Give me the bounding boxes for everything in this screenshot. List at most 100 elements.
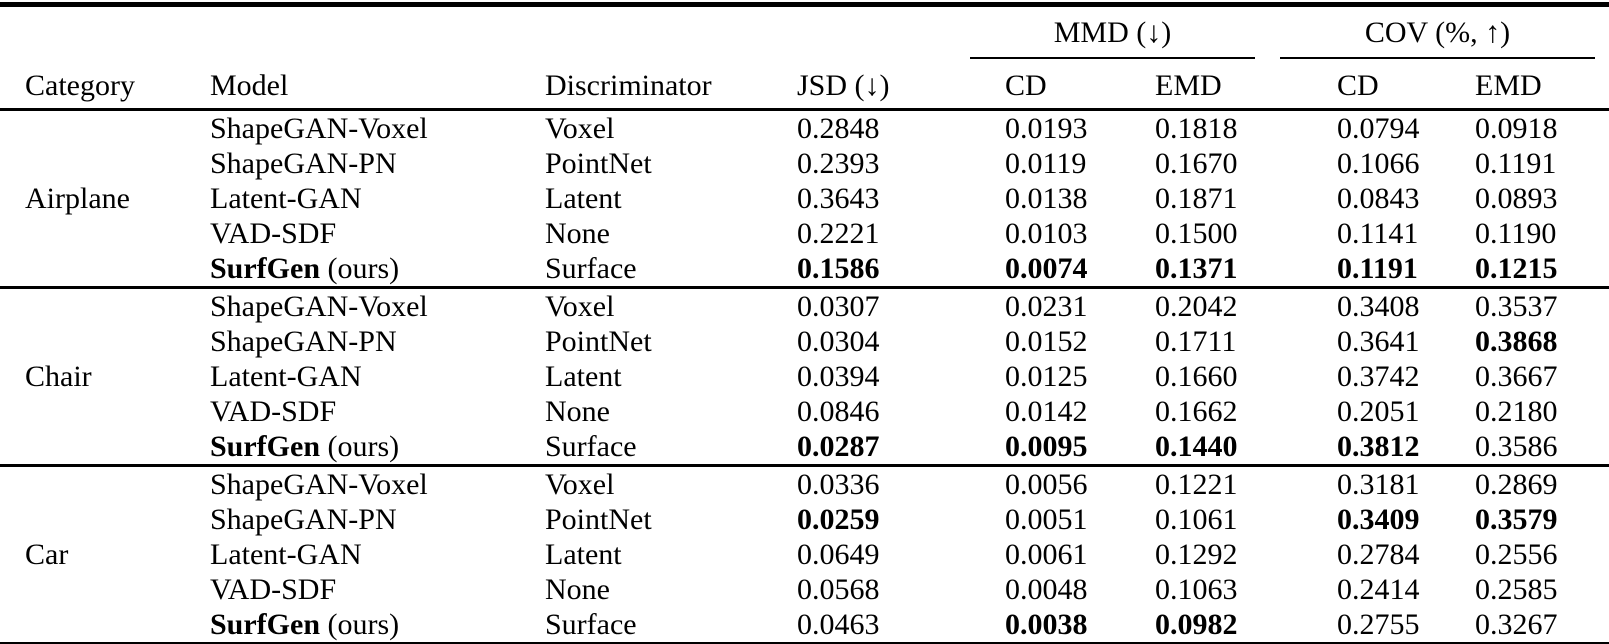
value-cell-cov_cd: 0.3641 bbox=[1337, 325, 1420, 358]
category-cell: Car bbox=[0, 465, 210, 644]
value-cell-mmd_emd: 0.1871 bbox=[1155, 182, 1238, 215]
value-cell-jsd: 0.0307 bbox=[797, 290, 880, 323]
cov-cd-column-header: CD bbox=[1280, 59, 1440, 111]
value-cell-mmd_cd: 0.0103 bbox=[1005, 217, 1088, 250]
value-cell-jsd: 0.0259 bbox=[797, 503, 880, 536]
value-cell-mmd_cd: 0.0125 bbox=[1005, 360, 1088, 393]
value-cell-cov_emd: 0.1215 bbox=[1440, 251, 1609, 289]
value-cell-mmd_emd: 0.1063 bbox=[1155, 573, 1238, 606]
value-cell-mmd_cd: 0.0074 bbox=[970, 251, 1115, 289]
value-cell-mmd_emd: 0.1500 bbox=[1155, 217, 1238, 250]
value-cell-cov_emd: 0.0893 bbox=[1475, 182, 1558, 215]
table-row: ShapeGAN-PN PointNet 0.0259 0.0051 0.1061 0.3… bbox=[0, 502, 1609, 537]
model-name: ShapeGAN-Voxel bbox=[210, 468, 428, 501]
model-name: VAD-SDF bbox=[210, 395, 337, 428]
value-cell-mmd_cd: 0.0048 bbox=[1005, 573, 1088, 606]
results-table-body: Airplane ShapeGAN-Voxel Voxel 0.2848 0.0193 0… bbox=[0, 109, 1609, 644]
spacer-cell bbox=[1255, 537, 1280, 572]
value-cell-mmd_emd: 0.1660 bbox=[1155, 360, 1238, 393]
value-cell-mmd_emd: 0.2042 bbox=[1155, 290, 1238, 323]
value-cell-mmd_cd: 0.0231 bbox=[1005, 290, 1088, 323]
column-header-spacer bbox=[1255, 59, 1280, 111]
model-cell: ShapeGAN-PN bbox=[210, 502, 545, 537]
table-row: SurfGen (ours) Surface 0.0287 0.0095 0.1440 0… bbox=[0, 429, 1609, 467]
value-cell-mmd_cd: 0.0152 bbox=[1005, 325, 1088, 358]
discriminator-cell: None bbox=[545, 573, 610, 606]
spacer-cell bbox=[1255, 394, 1280, 429]
value-cell-cov_emd: 0.3586 bbox=[1440, 429, 1609, 467]
table-row: Latent-GAN Latent 0.3643 0.0138 0.1871 0.0843… bbox=[0, 181, 1609, 216]
column-header-row: Category Model Discriminator JSD (↓) CD … bbox=[0, 59, 1609, 111]
model-cell: VAD-SDF bbox=[210, 572, 545, 607]
model-cell: ShapeGAN-Voxel bbox=[210, 110, 545, 147]
discriminator-cell: Latent bbox=[545, 538, 622, 571]
mmd-cd-column-header: CD bbox=[970, 59, 1115, 111]
mmd-emd-column-header: EMD bbox=[1115, 59, 1255, 111]
value-cell-jsd: 0.0336 bbox=[797, 468, 880, 501]
discriminator-cell: PointNet bbox=[545, 503, 652, 536]
value-cell-jsd: 0.3643 bbox=[797, 182, 880, 215]
value-cell-mmd_cd: 0.0095 bbox=[970, 429, 1115, 467]
cov-group-header: COV (%, ↑) bbox=[1280, 5, 1609, 59]
table-row: Latent-GAN Latent 0.0649 0.0061 0.1292 0.2784… bbox=[0, 537, 1609, 572]
value-cell-jsd: 0.0846 bbox=[797, 395, 880, 428]
table-row: VAD-SDF None 0.0846 0.0142 0.1662 0.2051 0.218… bbox=[0, 394, 1609, 429]
table-row: Airplane ShapeGAN-Voxel Voxel 0.2848 0.0193 0… bbox=[0, 109, 1609, 289]
value-cell-cov_emd: 0.2556 bbox=[1475, 538, 1558, 571]
spacer-cell bbox=[1255, 216, 1280, 251]
value-cell-cov_cd: 0.3409 bbox=[1337, 503, 1420, 536]
value-cell-jsd: 0.2393 bbox=[797, 147, 880, 180]
value-cell-mmd_emd: 0.1292 bbox=[1155, 538, 1238, 571]
group-header-spacer bbox=[1255, 5, 1280, 60]
discriminator-cell: Voxel bbox=[545, 112, 615, 145]
spacer-cell bbox=[1255, 359, 1280, 394]
category-cell: Airplane bbox=[0, 109, 210, 289]
spacer-cell bbox=[1255, 466, 1280, 503]
discriminator-cell: None bbox=[545, 395, 610, 428]
model-name: SurfGen bbox=[210, 430, 321, 463]
category-cell: Chair bbox=[0, 287, 210, 467]
table-row: ShapeGAN-PN PointNet 0.2393 0.0119 0.1670 0.1… bbox=[0, 146, 1609, 181]
value-cell-mmd_cd: 0.0138 bbox=[1005, 182, 1088, 215]
value-cell-cov_emd: 0.3868 bbox=[1475, 325, 1558, 358]
group-header-row: MMD (↓) COV (%, ↑) bbox=[0, 5, 1609, 60]
discriminator-cell: Latent bbox=[545, 360, 622, 393]
table-row: ShapeGAN-PN PointNet 0.0304 0.0152 0.1711 0.3… bbox=[0, 324, 1609, 359]
jsd-column-header: JSD (↓) bbox=[795, 59, 970, 111]
discriminator-column-header: Discriminator bbox=[545, 59, 795, 111]
value-cell-cov_cd: 0.3812 bbox=[1280, 429, 1440, 467]
value-cell-cov_emd: 0.2180 bbox=[1475, 395, 1558, 428]
model-cell: SurfGen (ours) bbox=[210, 607, 545, 644]
value-cell-mmd_emd: 0.1818 bbox=[1155, 112, 1238, 145]
table-row: SurfGen (ours) Surface 0.0463 0.0038 0.0982 0… bbox=[0, 607, 1609, 644]
model-cell: ShapeGAN-Voxel bbox=[210, 288, 545, 325]
model-cell: Latent-GAN bbox=[210, 537, 545, 572]
model-name: ShapeGAN-PN bbox=[210, 325, 397, 358]
model-suffix: (ours) bbox=[320, 252, 400, 285]
value-cell-mmd_emd: 0.1711 bbox=[1155, 325, 1237, 358]
value-cell-mmd_emd: 0.1662 bbox=[1155, 395, 1238, 428]
value-cell-cov_cd: 0.0794 bbox=[1337, 112, 1420, 145]
value-cell-mmd_cd: 0.0056 bbox=[1005, 468, 1088, 501]
model-name: ShapeGAN-Voxel bbox=[210, 112, 428, 145]
discriminator-cell: PointNet bbox=[545, 147, 652, 180]
model-cell: VAD-SDF bbox=[210, 216, 545, 251]
model-cell: Latent-GAN bbox=[210, 181, 545, 216]
value-cell-cov_emd: 0.2585 bbox=[1475, 573, 1558, 606]
value-cell-mmd_emd: 0.1440 bbox=[1115, 429, 1255, 467]
spacer-cell bbox=[1255, 288, 1280, 325]
value-cell-cov_cd: 0.0843 bbox=[1337, 182, 1420, 215]
model-name: VAD-SDF bbox=[210, 573, 337, 606]
value-cell-cov_emd: 0.1190 bbox=[1475, 217, 1557, 250]
discriminator-cell: Surface bbox=[545, 607, 795, 644]
value-cell-jsd: 0.0568 bbox=[797, 573, 880, 606]
value-cell-cov_emd: 0.3667 bbox=[1475, 360, 1558, 393]
value-cell-mmd_cd: 0.0051 bbox=[1005, 503, 1088, 536]
value-cell-jsd: 0.0287 bbox=[795, 429, 970, 467]
value-cell-mmd_emd: 0.1061 bbox=[1155, 503, 1238, 536]
model-name: ShapeGAN-PN bbox=[210, 147, 397, 180]
mmd-group-label: MMD (↓) bbox=[970, 16, 1255, 59]
model-cell: Latent-GAN bbox=[210, 359, 545, 394]
model-name: ShapeGAN-Voxel bbox=[210, 290, 428, 323]
